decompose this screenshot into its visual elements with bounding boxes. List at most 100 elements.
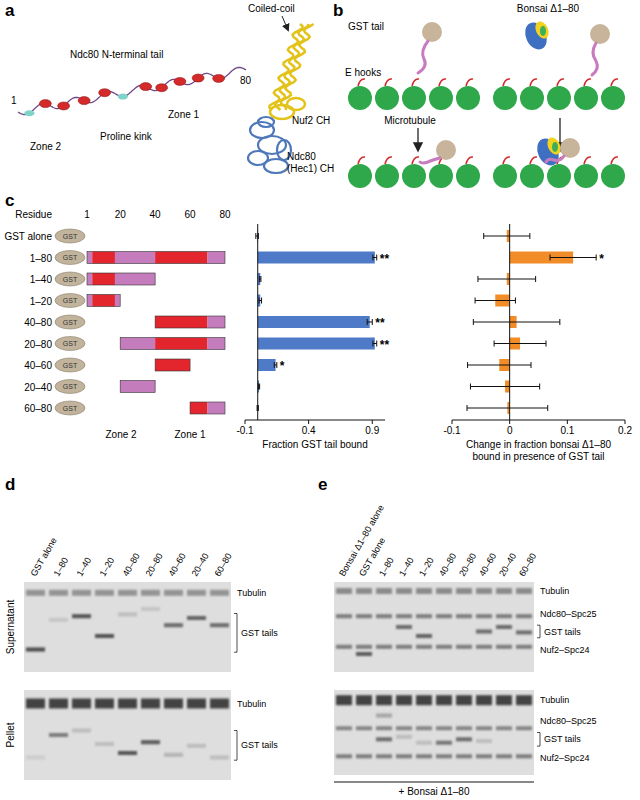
gel-band (396, 726, 412, 730)
error-cap (545, 341, 546, 347)
e-hook (466, 79, 473, 86)
bracket (234, 731, 237, 761)
plot-area (256, 230, 377, 411)
gel-band (49, 699, 68, 709)
gel-band (396, 735, 412, 739)
error-line (367, 322, 372, 323)
construct-segment (115, 295, 120, 307)
gel-band (356, 588, 372, 594)
gel-band (516, 614, 532, 618)
gel (24, 582, 231, 672)
label: 60 (185, 209, 197, 220)
gel-band (72, 699, 91, 709)
gel-band (336, 614, 352, 618)
band-label: GST tails (544, 734, 581, 744)
gel-band (187, 699, 206, 709)
bracket (537, 625, 540, 638)
gel-band (376, 588, 392, 594)
panel-letter: d (5, 475, 15, 494)
error-line (494, 343, 546, 344)
bonsai (533, 135, 563, 169)
gel-band (95, 634, 114, 638)
text-line: Fraction GST tail bound (262, 439, 367, 450)
e-hook (385, 79, 392, 86)
gst-text: GST (63, 233, 78, 240)
gel-band (356, 645, 372, 649)
axis-title: Change in fraction bonsai Δ1–80bound in … (466, 439, 612, 462)
tubulin (547, 164, 571, 188)
bonsai (540, 26, 546, 36)
gel-band (476, 645, 492, 649)
label: Zone 2 (105, 429, 137, 440)
gst (590, 24, 610, 44)
construct-segment (87, 273, 92, 285)
gel-band (72, 729, 91, 733)
gel-band (436, 614, 452, 618)
arrow (282, 16, 288, 30)
gel-band (456, 695, 472, 705)
bar (258, 338, 375, 350)
gel-band (26, 699, 45, 709)
residue-blob (118, 94, 128, 100)
gst (422, 22, 442, 42)
gel-band (356, 614, 372, 618)
bar (258, 252, 375, 264)
error-cap (261, 298, 262, 304)
residue-blob (99, 89, 111, 97)
residue-blob (192, 74, 204, 82)
gel-band (72, 590, 91, 596)
gel-band (456, 726, 472, 730)
lane-label: 40–80 (121, 551, 142, 578)
band-label: Nuf2–Spc24 (540, 645, 590, 655)
error-line (470, 386, 539, 387)
tick-label: 0.1 (560, 425, 574, 436)
error-cap (494, 341, 495, 347)
gel-band (476, 695, 492, 705)
construct-segment (120, 381, 155, 393)
construct-segment (155, 338, 207, 350)
construct-outline (87, 273, 155, 285)
construct-segment (87, 295, 92, 307)
significance: ** (380, 338, 390, 352)
label: Zone 1 (168, 109, 200, 120)
gel-band (95, 699, 114, 709)
gel-band (336, 726, 352, 730)
gel (334, 582, 534, 672)
gel-band (49, 618, 68, 622)
lane-label: 1–20 (417, 556, 436, 578)
tick-label: 0 (507, 425, 513, 436)
gel-band (356, 695, 372, 705)
gel-band (416, 645, 432, 649)
label: 40 (150, 209, 162, 220)
nuf2-domain (287, 98, 305, 110)
gel-band (376, 695, 392, 705)
gel-band (436, 726, 452, 730)
tick-label: 0.2 (618, 425, 632, 436)
coiled-coil-helix (275, 24, 308, 110)
e-hook (503, 157, 510, 164)
band-label: GST tails (241, 628, 278, 638)
ndc80-domain (258, 117, 274, 127)
gel-band (436, 645, 452, 649)
tick-label: 0.9 (365, 425, 379, 436)
e-hook (503, 79, 510, 86)
tubulin (375, 86, 399, 110)
gel-band (141, 699, 160, 709)
label: Microtubule (384, 115, 436, 126)
band-label: Tubulin (540, 586, 569, 596)
significance: * (599, 252, 604, 266)
construct-segment (92, 252, 115, 264)
lane-label: 40–80 (437, 551, 458, 578)
gel-band (396, 645, 412, 649)
error-bar (373, 255, 377, 261)
axis-title: Fraction GST tail bound (262, 439, 367, 450)
gel-band (336, 645, 352, 649)
bracket (537, 733, 540, 747)
gel-band (396, 614, 412, 618)
error-cap (547, 405, 548, 411)
error-cap (550, 255, 551, 261)
fraction-label: Pellet (5, 722, 16, 747)
construct-segment (155, 359, 190, 371)
construct-segment (115, 252, 155, 264)
error-bar (470, 384, 539, 390)
